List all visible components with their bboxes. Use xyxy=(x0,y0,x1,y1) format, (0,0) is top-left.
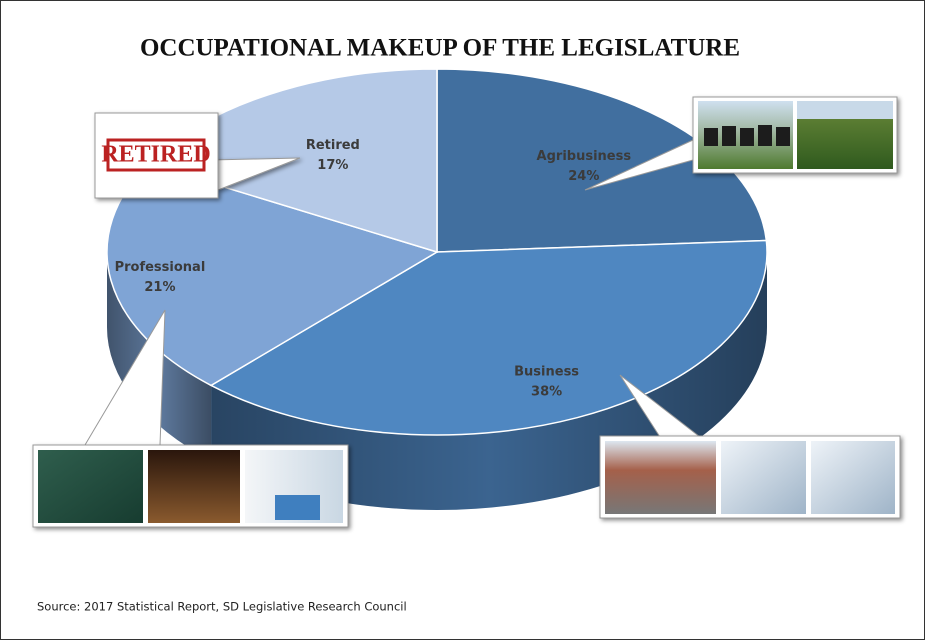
slice-value: 24% xyxy=(568,169,599,184)
source-note: Source: 2017 Statistical Report, SD Legi… xyxy=(37,600,407,614)
slice-label: Agribusiness xyxy=(537,149,632,164)
slice xyxy=(436,68,768,253)
callouts: RETIRED xyxy=(32,96,901,528)
slice-value: 17% xyxy=(317,158,348,173)
chart-title: OCCUPATIONAL MAKEUP OF THE LEGISLATURE xyxy=(140,35,740,62)
slice-label: Business xyxy=(514,365,579,380)
slice-label: Retired xyxy=(306,138,360,153)
stamp-text: RETIRED xyxy=(101,142,210,168)
slice-value: 38% xyxy=(531,385,562,400)
slice-label: Professional xyxy=(115,260,206,275)
labels: Agribusiness 24% Business 38% Professional 21… xyxy=(115,138,632,400)
slice-value: 21% xyxy=(144,280,175,295)
